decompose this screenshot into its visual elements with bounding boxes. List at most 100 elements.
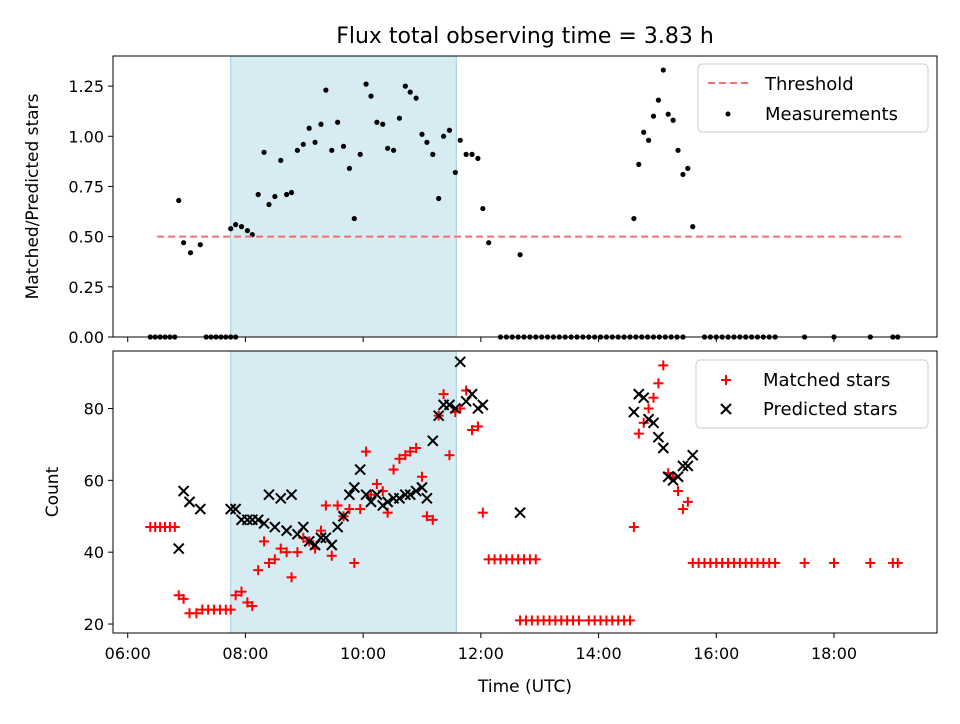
- measurement-point: [385, 145, 391, 151]
- predicted-star-point: [381, 496, 394, 508]
- measurement-point: [346, 165, 353, 171]
- matched-star-point: [178, 593, 189, 604]
- measurement-point: [665, 111, 671, 117]
- matched-star-point: [673, 486, 684, 497]
- cross-b: [315, 532, 327, 544]
- cross-b: [320, 532, 332, 544]
- predicted-star-point: [628, 406, 640, 418]
- predicted-star-point: [416, 481, 428, 494]
- cross-b: [393, 492, 406, 504]
- predicted-star-point: [393, 492, 406, 504]
- chart-title: Flux total observing time = 3.83 h: [336, 24, 714, 49]
- matched-star-point: [275, 543, 286, 554]
- cross-b: [477, 399, 489, 411]
- bottom-axis-ticks: 20 40 60 80 06:00 08:00 10:00 12:00 14:00 16:00 18…: [84, 399, 857, 663]
- measurement-point: [413, 95, 419, 101]
- measurement-point: [419, 131, 425, 137]
- observing-span-bottom: [230, 350, 457, 634]
- matched-star-point: [225, 604, 236, 615]
- legend-predicted-swatch: [720, 403, 732, 415]
- bottom-x-tick-label: 06:00: [105, 644, 151, 663]
- top-axis-ticks: 0.00 0.25 0.50 0.75 1.00 1.25: [68, 77, 835, 347]
- cross-b: [410, 485, 422, 497]
- measurement-point: [306, 125, 312, 131]
- cross-b: [399, 488, 412, 501]
- cross-b: [337, 510, 350, 522]
- measurement-point: [407, 89, 413, 95]
- measurement-point: [323, 87, 329, 93]
- matched-star-point: [365, 489, 376, 500]
- measurement-point: [655, 97, 662, 103]
- matched-star-point: [355, 504, 366, 515]
- cross-b: [297, 521, 310, 533]
- matched-star-point: [633, 428, 644, 439]
- matched-star-point: [444, 450, 455, 461]
- legend-cross-marker: [720, 403, 732, 415]
- matched-stars-points: [145, 360, 903, 626]
- matched-star-point: [281, 547, 292, 558]
- measurement-point: [266, 201, 272, 208]
- measurement-point: [680, 171, 686, 178]
- measurement-point: [374, 119, 380, 125]
- predicted-star-point: [657, 442, 670, 454]
- measurement-point: [424, 139, 430, 145]
- top-y-tick-label: 0.75: [68, 177, 104, 196]
- measurement-point: [463, 151, 469, 157]
- legend-matched-swatch: [721, 375, 731, 385]
- bottom-y-tick-label: 40: [84, 543, 104, 562]
- top-y-tick-label: 0.25: [68, 278, 104, 297]
- measurement-point: [181, 240, 187, 246]
- legend-predicted-label: Predicted stars: [763, 399, 897, 420]
- top-y-tick-label: 1.25: [68, 77, 104, 96]
- predicted-star-point: [427, 435, 439, 447]
- predicted-star-point: [225, 503, 237, 515]
- bottom-x-tick-label: 14:00: [576, 644, 622, 663]
- matched-star-point: [628, 522, 639, 533]
- measurement-point: [402, 83, 408, 89]
- matched-star-point: [892, 557, 903, 568]
- matched-star-point: [829, 557, 839, 568]
- predicted-star-point: [410, 485, 422, 497]
- measurement-point: [631, 215, 637, 222]
- x-axis-label: Time (UTC): [477, 677, 572, 697]
- matched-star-point: [269, 554, 280, 565]
- measurement-point: [675, 147, 681, 153]
- matched-star-point: [421, 511, 432, 522]
- matched-star-point: [658, 360, 669, 371]
- cross-b: [466, 388, 478, 400]
- measurement-point: [469, 151, 475, 157]
- matched-star-point: [253, 565, 264, 576]
- bottom-x-tick-label: 16:00: [693, 644, 739, 663]
- predicted-star-point: [687, 449, 699, 461]
- measurement-point: [284, 191, 290, 198]
- matched-star-point: [865, 557, 876, 568]
- bottom-y-tick-label: 20: [84, 615, 104, 634]
- matched-star-point: [770, 557, 781, 568]
- predicted-star-point: [263, 488, 275, 501]
- measurement-point: [446, 127, 453, 133]
- predicted-star-point: [682, 460, 694, 472]
- matched-star-point: [169, 522, 180, 533]
- bottom-legend-box: [695, 359, 929, 429]
- cross-b: [652, 431, 665, 443]
- measurement-point: [690, 224, 696, 230]
- matched-star-point: [624, 615, 635, 626]
- cross-b: [173, 542, 185, 555]
- bottom-axes-frame: [112, 350, 938, 634]
- predicted-star-point: [229, 503, 242, 515]
- measurement-point: [351, 215, 357, 222]
- cross-b: [229, 503, 242, 515]
- matched-star-point: [361, 446, 372, 457]
- matched-star-point: [477, 507, 488, 518]
- predicted-star-point: [449, 402, 462, 415]
- predicted-star-point: [337, 510, 350, 522]
- measurement-point: [197, 242, 203, 248]
- cross-b: [628, 406, 640, 418]
- cross-b: [647, 417, 660, 429]
- matched-star-point: [530, 554, 541, 565]
- bottom-x-tick-label: 12:00: [458, 644, 504, 663]
- top-legend-box: [697, 63, 929, 133]
- measurement-point: [329, 147, 335, 153]
- matched-star-point: [191, 608, 202, 619]
- predicted-star-point: [432, 409, 445, 422]
